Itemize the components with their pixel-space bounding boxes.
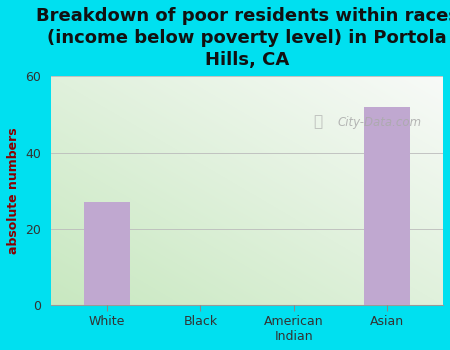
Text: ⦾: ⦾	[313, 114, 322, 130]
Bar	[364, 107, 410, 304]
Y-axis label: absolute numbers: absolute numbers	[7, 127, 20, 254]
Bar	[84, 202, 130, 304]
Title: Breakdown of poor residents within races
(income below poverty level) in Portola: Breakdown of poor residents within races…	[36, 7, 450, 69]
Text: City-Data.com: City-Data.com	[337, 116, 421, 128]
